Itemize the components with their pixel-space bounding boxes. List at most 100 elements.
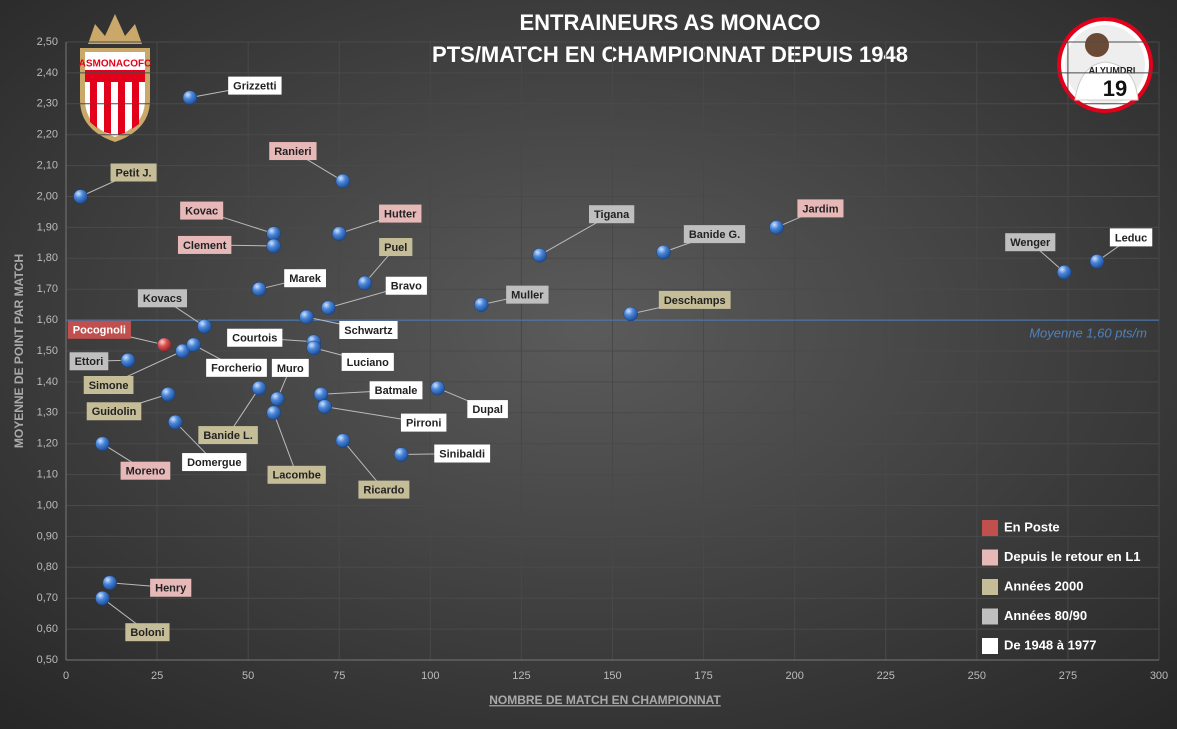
data-point [335, 433, 351, 448]
data-point [266, 238, 281, 254]
label-box [358, 480, 410, 499]
badge-number: 19 [1103, 76, 1127, 101]
point-label: Tigana [594, 209, 630, 221]
data-point [251, 281, 267, 297]
label-box [658, 290, 731, 309]
y-tick-label: 1,70 [37, 283, 58, 295]
label-box [69, 352, 109, 371]
legend-label: Années 2000 [1004, 578, 1084, 593]
data-point [157, 337, 172, 353]
label-box [683, 225, 746, 244]
y-tick-label: 1,00 [37, 499, 58, 511]
data-point [306, 340, 321, 356]
y-tick-label: 1,50 [37, 345, 58, 357]
legend-swatch [982, 638, 998, 654]
point-label: Muro [277, 363, 304, 375]
label-box [271, 358, 309, 377]
data-point [357, 275, 373, 291]
point-label: Bravo [391, 281, 422, 293]
y-tick-label: 1,80 [37, 252, 58, 264]
label-box [379, 204, 422, 223]
data-point [266, 226, 281, 241]
label-box [369, 381, 423, 400]
x-tick-label: 125 [512, 670, 530, 682]
y-tick-label: 1,30 [37, 407, 58, 419]
label-box [589, 205, 635, 224]
label-box [400, 413, 447, 432]
plot-area: 0,50 0,60 0,70 0,80 0,90 1,00 1,10 1,20 1,30 1,40… [37, 36, 1169, 682]
y-tick-label: 2,50 [37, 36, 58, 48]
point-label: Pirroni [406, 418, 441, 430]
data-point [95, 436, 110, 451]
label-box [83, 376, 134, 394]
label-box [379, 238, 413, 257]
data-point [73, 189, 88, 204]
data-point [317, 399, 332, 414]
label-box [506, 285, 549, 304]
label-box [180, 201, 224, 220]
y-tick-label: 2,40 [37, 67, 58, 79]
data-point [299, 309, 314, 325]
label-box [86, 402, 142, 421]
data-point [656, 244, 671, 260]
label-box [284, 269, 326, 288]
data-point [474, 297, 489, 312]
point-label: Simone [89, 380, 129, 392]
y-tick-label: 2,00 [37, 190, 58, 202]
logo-text: ASMONACOFC [79, 59, 152, 70]
x-tick-label: 50 [242, 670, 254, 682]
data-point [175, 343, 190, 359]
legend-label: Depuis le retour en L1 [1004, 549, 1141, 564]
data-point [335, 173, 351, 189]
data-point [321, 300, 336, 315]
y-tick-label: 0,90 [37, 530, 58, 542]
data-point [393, 447, 409, 462]
data-point [95, 590, 110, 606]
label-box [267, 465, 326, 484]
data-point [623, 306, 638, 322]
point-label: Grizzetti [233, 81, 276, 93]
y-tick-label: 0,70 [37, 592, 58, 604]
y-axis-label: MOYENNE DE POINT PAR MATCH [12, 254, 26, 448]
point-label: Kovac [185, 205, 218, 217]
point-label: Boloni [130, 627, 164, 639]
point-label: Deschamps [664, 295, 726, 307]
y-tick-label: 2,10 [37, 160, 58, 172]
label-box [182, 453, 247, 472]
data-point [251, 380, 267, 396]
y-tick-label: 0,60 [37, 623, 58, 635]
label-box [339, 321, 398, 340]
point-label: Kovacs [143, 293, 182, 305]
point-label: Lacombe [273, 470, 321, 482]
label-box [434, 444, 491, 463]
y-tick-label: 0,80 [37, 561, 58, 573]
point-label: Guidolin [92, 406, 137, 418]
point-label: Schwartz [344, 325, 393, 337]
x-axis-label: NOMBRE DE MATCH EN CHAMPIONNAT [489, 693, 721, 707]
x-tick-label: 75 [333, 670, 345, 682]
label-box [269, 142, 317, 161]
x-tick-label: 275 [1059, 670, 1077, 682]
data-point [313, 387, 329, 402]
data-point [1089, 254, 1105, 269]
y-tick-label: 1,20 [37, 438, 58, 450]
chart-title: PTS/MATCH EN CHAMPIONNAT DEPUIS 1948 [432, 42, 908, 67]
data-point [430, 380, 445, 396]
label-box [137, 289, 188, 308]
label-box [125, 623, 170, 642]
legend-label: Années 80/90 [1004, 608, 1087, 623]
data-point [182, 90, 198, 105]
point-label: Petit J. [116, 167, 152, 179]
point-label: Henry [155, 583, 187, 595]
data-point [332, 226, 347, 241]
point-label: Pocognoli [73, 325, 126, 337]
x-tick-label: 150 [603, 670, 621, 682]
legend-swatch [982, 579, 998, 595]
label-box [385, 276, 427, 295]
mean-label: Moyenne 1,60 pts/m [1029, 326, 1147, 341]
y-tick-label: 0,50 [37, 654, 58, 666]
point-label: Wenger [1010, 237, 1051, 249]
label-box [150, 578, 192, 597]
label-box [198, 426, 258, 445]
